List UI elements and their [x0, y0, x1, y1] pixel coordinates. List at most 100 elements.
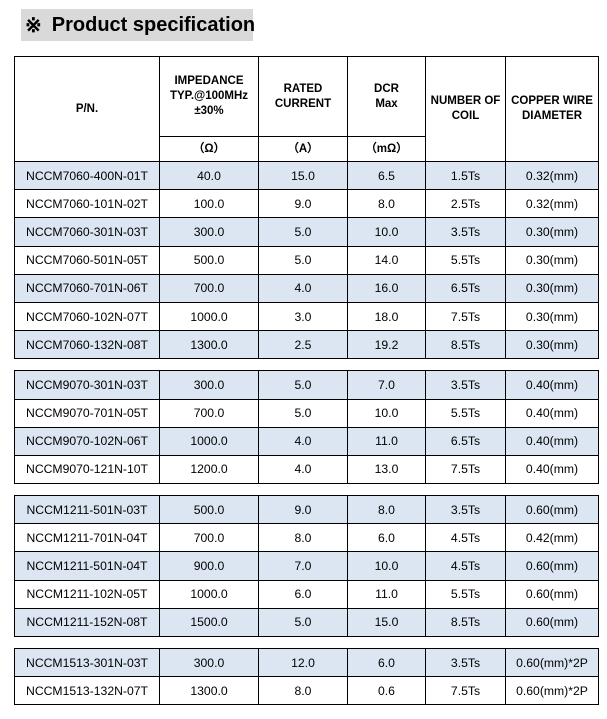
dcr-cell: 16.0 [347, 273, 426, 303]
dcr-cell: 0.6 [347, 676, 426, 706]
wire-diameter-cell: 0.30(mm) [505, 301, 599, 332]
table-row: NCCM9070-701N-05T 700.0 5.0 10.0 5.5Ts 0.40(m… [14, 398, 599, 428]
part-number-cell: NCCM9070-102N-06T [14, 426, 160, 456]
wire-diameter-cell: 0.60(mm)*2P [505, 647, 599, 678]
wire-diameter-cell: 0.40(mm) [505, 370, 599, 400]
product-spec-table: P/N. IMPEDANCE TYP.@100MHz ±30% RATED CU… [14, 56, 599, 706]
coil-count-cell: 4.5Ts [425, 523, 506, 553]
coil-count-cell: 3.5Ts [425, 495, 506, 525]
wire-diameter-cell: 0.40(mm) [505, 454, 599, 485]
impedance-cell: 300.0 [159, 217, 259, 247]
impedance-cell: 1500.0 [159, 607, 259, 638]
table-row: NCCM9070-121N-10T 1200.0 4.0 13.0 7.5Ts 0.40(… [14, 454, 599, 485]
wire-diameter-cell: 0.32(mm) [505, 189, 599, 219]
impedance-cell: 500.0 [159, 495, 259, 525]
group-separator [14, 358, 599, 372]
impedance-cell: 1000.0 [159, 301, 259, 332]
header-impedance-line1: IMPEDANCE [174, 75, 244, 87]
dcr-cell: 11.0 [347, 579, 426, 609]
impedance-cell: 40.0 [159, 160, 259, 191]
part-number-cell: NCCM7060-102N-07T [14, 301, 160, 332]
header-dcr-line2: Max [375, 97, 398, 110]
wire-diameter-cell: 0.60(mm)*2P [505, 676, 599, 706]
coil-count-cell: 3.5Ts [425, 647, 506, 678]
header-pn: P/N. [14, 56, 160, 162]
part-number-cell: NCCM7060-132N-08T [14, 330, 160, 360]
header-dcr-line1: DCR [374, 82, 399, 95]
impedance-cell: 1000.0 [159, 579, 259, 609]
section-title-text: Product specification [51, 13, 256, 36]
dcr-cell: 8.0 [347, 189, 426, 219]
rated-current-cell: 5.0 [258, 370, 348, 400]
unit-dcr: （mΩ） [347, 136, 426, 162]
part-number-cell: NCCM7060-701N-06T [14, 273, 160, 303]
header-rated-current-line2: CURRENT [274, 97, 332, 110]
part-number-cell: NCCM1211-701N-04T [14, 523, 160, 553]
coil-count-cell: 7.5Ts [425, 301, 506, 332]
rated-current-cell: 4.0 [258, 273, 348, 303]
table-row: NCCM7060-132N-08T 1300.0 2.5 19.2 8.5Ts 0.30(… [14, 330, 599, 360]
part-number-cell: NCCM1211-501N-03T [14, 495, 160, 525]
part-number-cell: NCCM7060-400N-01T [14, 160, 160, 191]
coil-count-cell: 8.5Ts [425, 330, 506, 360]
impedance-cell: 1000.0 [159, 426, 259, 456]
table-row: NCCM1513-301N-03T 300.0 12.0 6.0 3.5Ts 0.60(m… [14, 647, 599, 678]
coil-count-cell: 5.5Ts [425, 245, 506, 275]
wire-diameter-cell: 0.30(mm) [505, 330, 599, 360]
part-number-cell: NCCM9070-121N-10T [14, 454, 160, 485]
coil-count-cell: 3.5Ts [425, 217, 506, 247]
rated-current-cell: 5.0 [258, 607, 348, 638]
rated-current-cell: 5.0 [258, 245, 348, 275]
table-row: NCCM1211-701N-04T 700.0 8.0 6.0 4.5Ts 0.42(mm… [14, 523, 599, 553]
dcr-cell: 13.0 [347, 454, 426, 485]
header-copper-wire-diameter: COPPER WIRE DIAMETER [505, 56, 599, 162]
rated-current-cell: 8.0 [258, 523, 348, 553]
wire-diameter-cell: 0.60(mm) [505, 607, 599, 638]
rated-current-cell: 7.0 [258, 551, 348, 581]
header-impedance: IMPEDANCE TYP.@100MHz ±30% [159, 56, 259, 137]
header-coil-line1: NUMBER OF [430, 95, 501, 107]
dcr-cell: 6.0 [347, 647, 426, 678]
header-coil-line2: COIL [451, 110, 480, 122]
part-number-cell: NCCM1211-102N-05T [14, 579, 160, 609]
wire-diameter-cell: 0.30(mm) [505, 245, 599, 275]
header-impedance-line2: TYP.@100MHz [169, 90, 249, 102]
rated-current-cell: 9.0 [258, 189, 348, 219]
wire-diameter-cell: 0.40(mm) [505, 398, 599, 428]
rated-current-cell: 8.0 [258, 676, 348, 706]
impedance-cell: 1300.0 [159, 676, 259, 706]
part-number-cell: NCCM1211-501N-04T [14, 551, 160, 581]
group-separator-cell [14, 636, 599, 649]
dcr-cell: 19.2 [347, 330, 426, 360]
rated-current-cell: 2.5 [258, 330, 348, 360]
rated-current-cell: 4.0 [258, 426, 348, 456]
group-separator-cell [14, 358, 599, 372]
part-number-cell: NCCM1513-301N-03T [14, 647, 160, 678]
rated-current-cell: 12.0 [258, 647, 348, 678]
part-number-cell: NCCM9070-301N-03T [14, 370, 160, 400]
impedance-cell: 500.0 [159, 245, 259, 275]
impedance-cell: 300.0 [159, 370, 259, 400]
coil-count-cell: 6.5Ts [425, 273, 506, 303]
dcr-cell: 6.5 [347, 160, 426, 191]
table-row: NCCM1513-132N-07T 1300.0 8.0 0.6 7.5Ts 0.60(m… [14, 676, 599, 706]
dcr-cell: 10.0 [347, 551, 426, 581]
impedance-cell: 700.0 [159, 523, 259, 553]
coil-count-cell: 8.5Ts [425, 607, 506, 638]
dcr-cell: 8.0 [347, 495, 426, 525]
rated-current-cell: 5.0 [258, 398, 348, 428]
impedance-cell: 700.0 [159, 398, 259, 428]
dcr-cell: 7.0 [347, 370, 426, 400]
table-row: NCCM7060-101N-02T 100.0 9.0 8.0 2.5Ts 0.32(mm… [14, 189, 599, 219]
impedance-cell: 100.0 [159, 189, 259, 219]
table-row: NCCM9070-301N-03T 300.0 5.0 7.0 3.5Ts 0.40(mm… [14, 370, 599, 400]
wire-diameter-cell: 0.60(mm) [505, 495, 599, 525]
coil-count-cell: 5.5Ts [425, 579, 506, 609]
part-number-cell: NCCM9070-701N-05T [14, 398, 160, 428]
impedance-cell: 1300.0 [159, 330, 259, 360]
dcr-cell: 18.0 [347, 301, 426, 332]
dcr-cell: 14.0 [347, 245, 426, 275]
header-number-of-coil: NUMBER OF COIL [425, 56, 506, 162]
dcr-cell: 11.0 [347, 426, 426, 456]
reference-mark: ※ [25, 14, 42, 37]
